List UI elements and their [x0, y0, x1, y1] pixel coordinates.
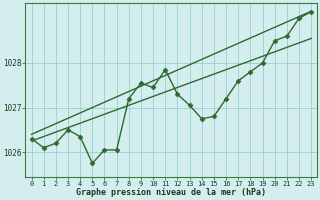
X-axis label: Graphe pression niveau de la mer (hPa): Graphe pression niveau de la mer (hPa) — [76, 188, 266, 197]
